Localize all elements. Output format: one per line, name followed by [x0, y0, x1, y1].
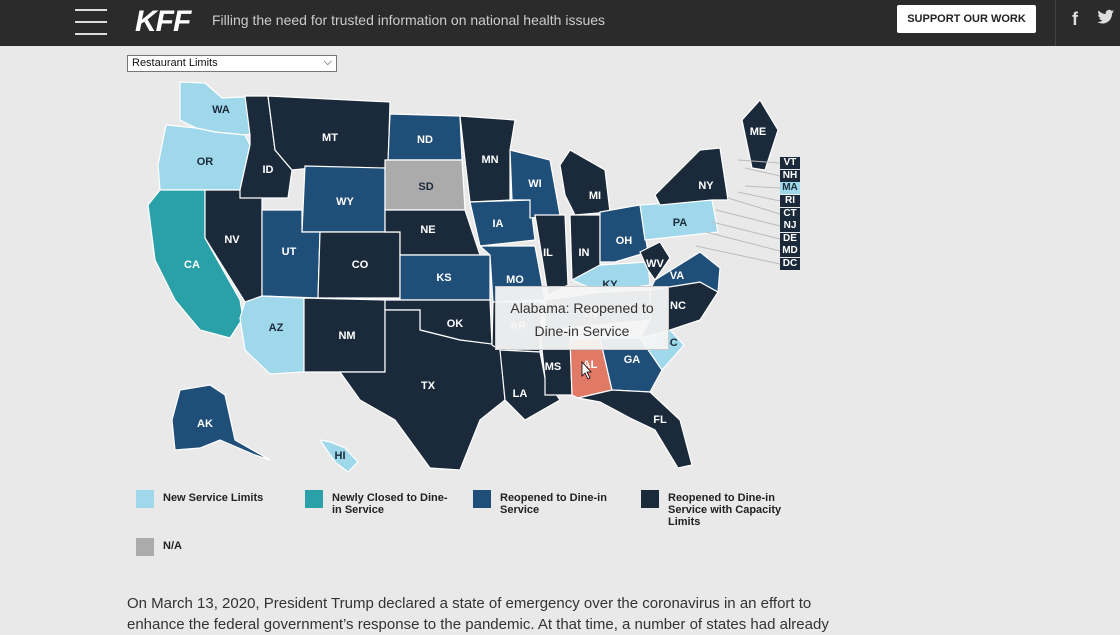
state-label-wv: WV	[646, 258, 664, 270]
legend-label: New Service Limits	[163, 492, 264, 504]
legend-swatch	[473, 490, 491, 508]
twitter-icon[interactable]	[1097, 8, 1115, 26]
state-label-ne: NE	[420, 224, 435, 236]
state-label-mo: MO	[506, 274, 524, 286]
state-oh[interactable]	[599, 204, 649, 263]
state-label-tx: TX	[421, 380, 436, 392]
state-label-mt: MT	[322, 132, 338, 144]
legend-swatch	[136, 490, 154, 508]
state-label-me: ME	[750, 126, 767, 138]
state-la[interactable]	[499, 349, 561, 421]
select-value: Restaurant Limits	[132, 57, 218, 69]
state-fl[interactable]	[577, 389, 693, 469]
header-divider	[1055, 0, 1056, 46]
state-ny[interactable]	[654, 147, 729, 206]
chevron-down-icon: ⌵	[323, 56, 332, 68]
map-tooltip: Alabama: Reopened to Dine-in Service	[495, 286, 669, 350]
state-label-id: ID	[263, 164, 274, 176]
state-ak[interactable]	[171, 384, 271, 461]
state-box-ma[interactable]: MA	[780, 182, 800, 194]
leader-line	[727, 197, 781, 215]
legend-label: Reopened to Dine-in Service with Capacit…	[668, 492, 782, 528]
state-label-in: IN	[579, 247, 590, 259]
kff-logo[interactable]: KFF	[135, 5, 191, 38]
map-filter-select[interactable]: Restaurant Limits ⌵	[127, 55, 337, 72]
state-label-az: AZ	[269, 322, 284, 334]
legend-label: Reopened to Dine-in Service	[500, 492, 607, 516]
state-box-dc[interactable]: DC	[780, 258, 800, 270]
state-label-mi: MI	[589, 190, 601, 202]
state-label-ga: GA	[624, 354, 641, 366]
state-label-mn: MN	[481, 154, 498, 166]
state-label-oh: OH	[616, 235, 633, 247]
state-label-ak: AK	[197, 418, 213, 430]
state-label-ok: OK	[447, 318, 464, 330]
state-ia[interactable]	[469, 199, 536, 247]
state-label-or: OR	[197, 156, 214, 168]
state-box-ct[interactable]: CT	[780, 208, 800, 220]
leader-line	[744, 185, 781, 189]
state-box-de[interactable]: DE	[780, 233, 800, 245]
article-paragraph: On March 13, 2020, President Trump decla…	[127, 595, 829, 633]
support-our-work-button[interactable]: SUPPORT OUR WORK	[897, 5, 1036, 33]
leader-line	[715, 209, 781, 227]
state-label-nd: ND	[417, 134, 433, 146]
tooltip-line-1: Alabama: Reopened to	[510, 300, 654, 316]
menu-icon[interactable]	[75, 9, 107, 35]
legend-swatch	[641, 490, 659, 508]
state-hi[interactable]	[318, 439, 359, 473]
state-tx[interactable]	[338, 309, 506, 471]
state-box-nh[interactable]: NH	[780, 170, 800, 182]
leader-line	[711, 221, 781, 240]
state-label-ca: CA	[184, 259, 200, 271]
leader-line	[737, 159, 781, 164]
tooltip-line-2: Dine-in Service	[534, 323, 630, 339]
legend-label: Newly Closed to Dine-in Service	[332, 492, 448, 516]
state-label-wy: WY	[336, 196, 354, 208]
state-label-wi: WI	[528, 178, 541, 190]
state-az[interactable]	[239, 295, 305, 375]
state-mi[interactable]	[559, 149, 611, 216]
state-label-ut: UT	[282, 246, 297, 258]
state-label-ms: MS	[545, 361, 562, 373]
state-box-nj[interactable]: NJ	[780, 220, 800, 232]
state-label-ia: IA	[493, 218, 504, 230]
facebook-icon[interactable]: f	[1072, 9, 1078, 29]
site-tagline: Filling the need for trusted information…	[212, 12, 606, 28]
state-label-nc: NC	[670, 300, 686, 312]
leader-line	[737, 191, 781, 202]
leader-line	[705, 231, 781, 252]
state-box-vt[interactable]: VT	[780, 157, 800, 169]
state-label-la: LA	[513, 388, 528, 400]
state-label-sd: SD	[418, 181, 433, 193]
state-box-md[interactable]: MD	[780, 245, 800, 257]
state-me[interactable]	[741, 98, 779, 171]
state-wi[interactable]	[509, 149, 561, 219]
state-label-pa: PA	[673, 217, 688, 229]
state-label-ks: KS	[436, 272, 451, 284]
legend-swatch	[305, 490, 323, 508]
legend-swatch	[136, 538, 154, 556]
state-label-fl: FL	[653, 414, 667, 426]
leader-line	[695, 245, 781, 265]
state-label-co: CO	[352, 259, 369, 271]
state-label-il: IL	[543, 247, 553, 259]
state-box-ri[interactable]: RI	[780, 195, 800, 207]
state-label-ny: NY	[698, 180, 714, 192]
state-label-hi: HI	[335, 450, 346, 462]
mouse-cursor-icon	[581, 360, 592, 380]
state-label-wa: WA	[212, 104, 230, 116]
top-bar: KFF Filling the need for trusted informa…	[0, 0, 1120, 46]
state-wv[interactable]	[639, 241, 671, 282]
state-label-nm: NM	[338, 330, 355, 342]
state-label-nv: NV	[224, 234, 240, 246]
state-label-va: VA	[670, 270, 685, 282]
state-mn[interactable]	[459, 115, 516, 203]
leader-line	[744, 167, 781, 177]
legend-label: N/A	[163, 540, 182, 552]
